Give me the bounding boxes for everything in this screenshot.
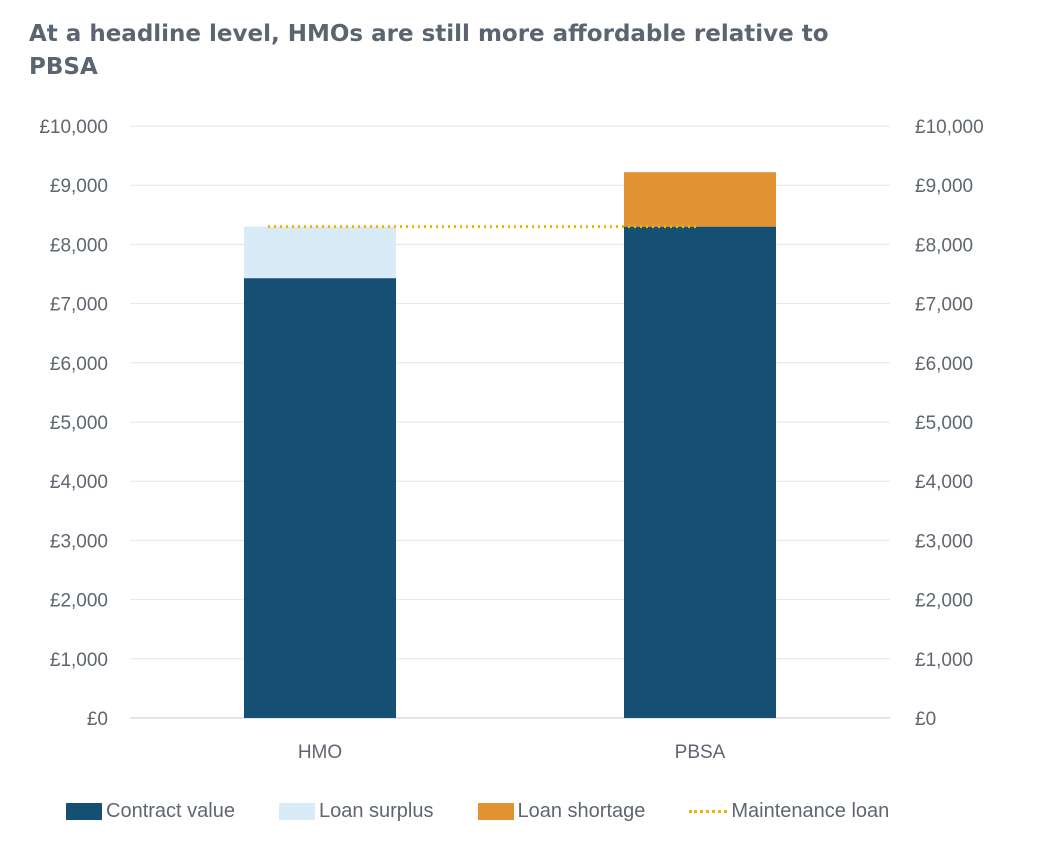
y-tick-label-right: £10,000 [915,117,984,138]
y-tick-label-right: £2,000 [915,591,973,612]
legend-swatch-maintenance-loan [689,809,728,813]
y-tick-label-right: £8,000 [915,235,973,256]
y-tick-label-left: £0 [87,709,108,730]
y-tick-label-right: £0 [915,709,936,730]
legend-label-contract-value: Contract value [106,799,235,822]
chart-title: At a headline level, HMOs are still more… [29,21,829,80]
y-tick-label-right: £4,000 [915,472,973,493]
bar-contract-value-hmo [244,278,396,718]
bar-contract-value-pbsa [624,226,776,718]
y-tick-label-left: £3,000 [50,531,108,552]
bar-loan-surplus-hmo [244,226,396,279]
y-tick-label-right: £6,000 [915,354,973,375]
legend: Contract value Loan surplus Loan shortag… [66,796,1026,826]
y-tick-label-right: £1,000 [915,650,973,671]
left-y-axis: £0 £1,000 £2,000 £3,000 £4,000 £5,000 £6,000 £7… [39,117,108,730]
right-y-axis: £0 £1,000 £2,000 £3,000 £4,000 £5,000 £6,000 £7… [915,117,984,730]
legend-item-contract-value: Contract value [66,800,235,823]
legend-swatch-loan-shortage [477,802,514,820]
y-tick-label-left: £1,000 [50,650,108,671]
y-tick-label-left: £8,000 [50,235,108,256]
legend-label-loan-shortage: Loan shortage [517,799,646,822]
y-tick-label-right: £3,000 [915,531,973,552]
y-tick-label-left: £6,000 [50,354,108,375]
legend-label-maintenance-loan: Maintenance loan [731,799,890,822]
bars [244,172,776,718]
x-category-label: PBSA [675,742,726,763]
x-category-label: HMO [298,742,342,763]
y-tick-label-left: £9,000 [50,176,108,197]
legend-label-loan-surplus: Loan surplus [318,799,434,822]
legend-item-loan-surplus: Loan surplus [278,799,434,823]
y-tick-label-left: £10,000 [39,117,108,138]
stacked-bar-chart: £0 £1,000 £2,000 £3,000 £4,000 £5,000 £6,000 £7… [39,117,984,763]
legend-swatch-contract-value [66,802,102,820]
bar-loan-shortage-pbsa [624,172,776,227]
y-tick-label-right: £7,000 [915,295,973,316]
y-tick-label-left: £4,000 [50,472,108,493]
y-tick-label-left: £7,000 [50,295,108,316]
x-axis-categories: HMO PBSA [298,742,726,763]
legend-item-maintenance-loan: Maintenance loan [689,800,889,823]
legend-item-loan-shortage: Loan shortage [477,799,646,823]
y-tick-label-right: £9,000 [915,176,973,197]
y-tick-label-left: £5,000 [50,413,108,434]
y-tick-label-right: £5,000 [915,413,973,434]
legend-swatch-loan-surplus [278,802,315,820]
y-tick-label-left: £2,000 [50,591,108,612]
